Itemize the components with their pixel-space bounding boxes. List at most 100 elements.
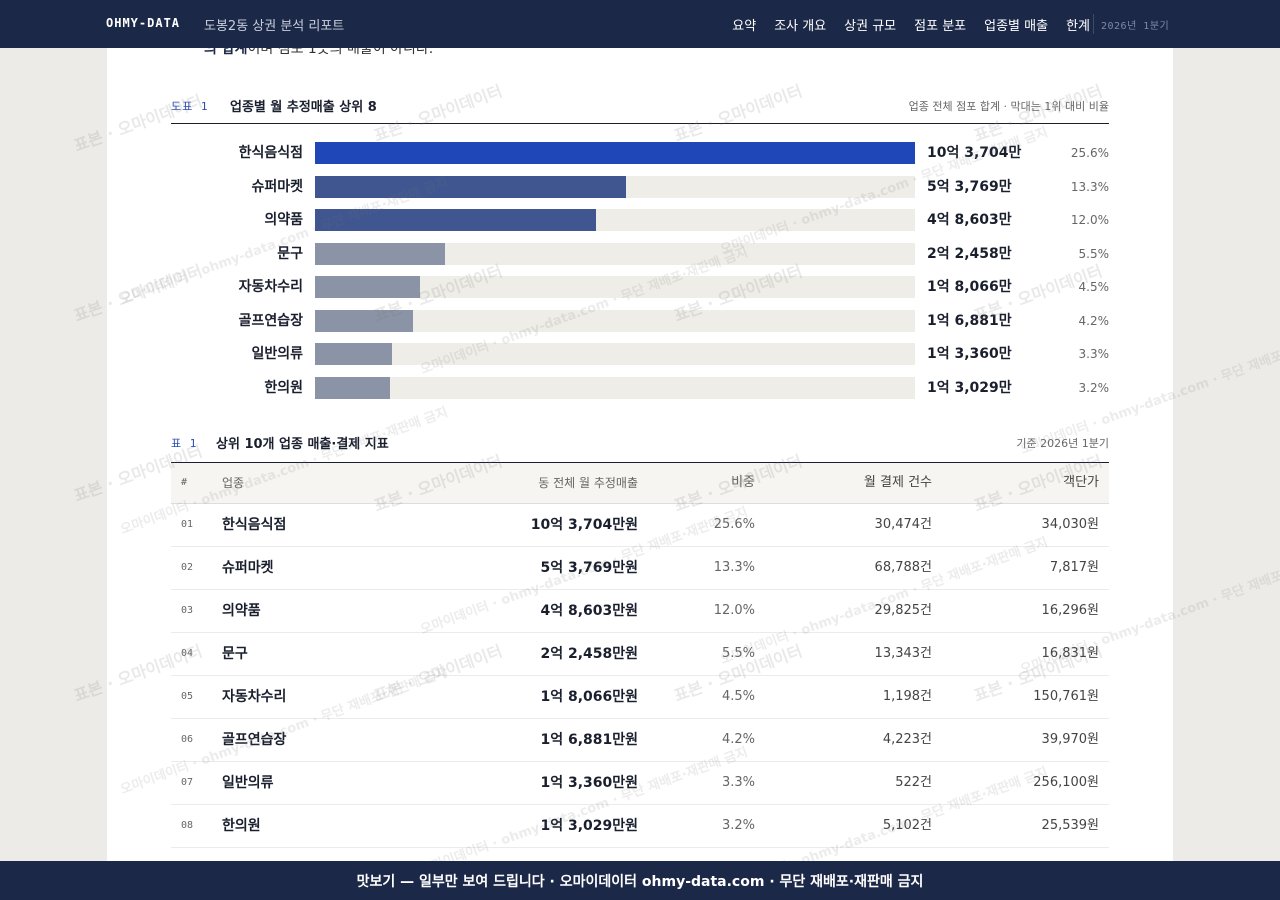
- figure-header: 도표 1 업종별 월 추정매출 상위 8 업종 전체 점포 합계 · 막대는 1…: [171, 96, 1109, 116]
- sales-cell: 2억 2,458만원: [540, 646, 638, 662]
- share-cell: 4.2%: [721, 732, 755, 747]
- nav-link-summary[interactable]: 요약: [732, 18, 757, 34]
- bar-value-label: 4억 8,603만: [927, 212, 1012, 228]
- avg-cell: 39,970원: [1041, 732, 1099, 747]
- avg-cell: 7,817원: [1049, 560, 1099, 575]
- count-cell: 68,788건: [874, 560, 932, 575]
- sales-cell: 1억 3,360만원: [540, 775, 638, 791]
- table-header: 표 1 상위 10개 업종 매출·결제 지표 기준 2026년 1분기: [171, 433, 1109, 453]
- table-row: 05 자동차수리 1억 8,066만원 4.5% 1,198건 150,761원: [171, 676, 1109, 719]
- bar: [315, 276, 420, 298]
- bar-share-label: 3.2%: [1078, 380, 1110, 395]
- bar-row: 골프연습장 1억 6,881만 4.2%: [171, 309, 1110, 332]
- table-row: 01 한식음식점 10억 3,704만원 25.6% 30,474건 34,030원: [171, 504, 1109, 547]
- col-header-share: 비중: [731, 475, 755, 490]
- bar-share-label: 3.3%: [1078, 347, 1110, 361]
- bar-category-label: 골프연습장: [238, 312, 303, 329]
- table-row: 08 한의원 1억 3,029만원 3.2% 5,102건 25,539원: [171, 805, 1109, 848]
- bar-row: 의약품 4억 8,603만 12.0%: [171, 209, 1109, 231]
- avg-cell: 25,539원: [1041, 818, 1099, 833]
- table-row: 04 문구 2억 2,458만원 5.5% 13,343건 16,831원: [171, 633, 1109, 676]
- count-cell: 13,343건: [874, 646, 932, 661]
- bar-row: 한의원 1억 3,029만 3.2%: [171, 376, 1110, 399]
- bar: [315, 343, 393, 365]
- share-cell: 4.5%: [721, 689, 755, 704]
- count-cell: 5,102건: [882, 818, 932, 833]
- col-header-count: 월 결제 건수: [863, 475, 932, 490]
- table-row: 07 일반의류 1억 3,360만원 3.3% 522건 256,100원: [171, 762, 1109, 805]
- bar-share-label: 4.5%: [1078, 280, 1110, 294]
- share-cell: 12.0%: [713, 603, 755, 618]
- period-label: 2026년 1분기: [1101, 21, 1170, 32]
- col-header-rank: #: [181, 477, 188, 488]
- category-cell: 문구: [222, 646, 248, 662]
- figure-tag: 도표 1: [171, 100, 209, 113]
- bar: [315, 209, 597, 231]
- share-cell: 3.3%: [721, 775, 755, 790]
- rank-cell: 07: [181, 777, 194, 788]
- nav-link-limitations[interactable]: 한계: [1066, 18, 1090, 34]
- rank-cell: 03: [181, 605, 194, 616]
- share-cell: 5.5%: [721, 646, 755, 661]
- rank-cell: 01: [181, 519, 194, 530]
- sales-table: # 업종 동 전체 월 추정매출 비중 월 결제 건수 객단가 01 한식음식점 1…: [171, 463, 1109, 848]
- table-body: 01 한식음식점 10억 3,704만원 25.6% 30,474건 34,030원 02 슈…: [171, 504, 1109, 848]
- bar: [315, 309, 413, 332]
- table-row: 02 슈퍼마켓 5억 3,769만원 13.3% 68,788건 7,817원: [171, 547, 1109, 590]
- bar-share-label: 12.0%: [1070, 213, 1109, 227]
- bar-share-label: 4.2%: [1078, 313, 1110, 328]
- category-cell: 자동차수리: [222, 689, 287, 705]
- bar-value-label: 1억 6,881만: [927, 312, 1012, 329]
- bar-track: [315, 142, 915, 164]
- nav-link-store-distribution[interactable]: 점포 분포: [914, 18, 967, 34]
- bar-track: [315, 209, 915, 231]
- count-cell: 4,223건: [882, 732, 932, 747]
- col-header-avg: 객단가: [1063, 475, 1099, 490]
- bar-share-label: 5.5%: [1078, 246, 1110, 261]
- category-cell: 슈퍼마켓: [222, 560, 274, 576]
- nav-link-survey-overview[interactable]: 조사 개요: [774, 18, 827, 34]
- share-cell: 25.6%: [713, 517, 755, 532]
- count-cell: 30,474건: [874, 517, 932, 532]
- category-cell: 의약품: [222, 603, 261, 619]
- avg-cell: 256,100원: [1033, 775, 1099, 790]
- avg-cell: 150,761원: [1033, 689, 1099, 704]
- rank-cell: 06: [181, 734, 194, 745]
- sales-cell: 1억 8,066만원: [540, 689, 638, 705]
- section-nav: 요약 조사 개요 상권 규모 점포 분포 업종별 매출 한계: [732, 0, 1090, 48]
- bar-share-label: 25.6%: [1070, 146, 1109, 160]
- bar-track: [315, 343, 915, 365]
- table-row: 03 의약품 4억 8,603만원 12.0% 29,825건 16,296원: [171, 590, 1109, 633]
- sales-cell: 5억 3,769만원: [540, 560, 638, 576]
- share-cell: 3.2%: [721, 818, 755, 833]
- figure-title: 업종별 월 추정매출 상위 8: [230, 100, 377, 115]
- share-cell: 13.3%: [713, 560, 755, 575]
- category-cell: 골프연습장: [222, 732, 287, 748]
- bar: [315, 242, 445, 265]
- bar-category-label: 문구: [277, 245, 303, 262]
- table-title: 상위 10개 업종 매출·결제 지표: [216, 437, 389, 452]
- table-tag: 표 1: [171, 437, 198, 450]
- nav-link-sales-by-category[interactable]: 업종별 매출: [984, 18, 1049, 34]
- nav-link-market-size[interactable]: 상권 규모: [844, 18, 897, 34]
- preview-banner: 맛보기 — 일부만 보여 드립니다 · 오마이데이터 ohmy-data.com…: [0, 861, 1280, 900]
- top-navigation-bar: OHMY-DATA 도봉2동 상권 분석 리포트 요약 조사 개요 상권 규모 …: [0, 0, 1280, 48]
- bar-category-label: 슈퍼마켓: [251, 178, 303, 195]
- avg-cell: 16,831원: [1041, 646, 1099, 661]
- avg-cell: 34,030원: [1041, 517, 1099, 532]
- report-title: 도봉2동 상권 분석 리포트: [204, 19, 345, 34]
- table-row: 06 골프연습장 1억 6,881만원 4.2% 4,223건 39,970원: [171, 719, 1109, 762]
- bar: [315, 376, 391, 399]
- rank-cell: 08: [181, 820, 194, 831]
- bar-row: 한식음식점 10억 3,704만 25.6%: [171, 142, 1109, 164]
- sales-cell: 4억 8,603만원: [540, 603, 638, 619]
- brand-logo[interactable]: OHMY-DATA: [106, 16, 181, 30]
- category-cell: 한의원: [222, 818, 261, 834]
- bar-value-label: 2억 2,458만: [927, 245, 1012, 262]
- bar-row: 슈퍼마켓 5억 3,769만 13.3%: [171, 175, 1109, 198]
- table-head: # 업종 동 전체 월 추정매출 비중 월 결제 건수 객단가: [171, 463, 1109, 504]
- figure-rule: [171, 123, 1109, 124]
- bar-row: 일반의류 1억 3,360만 3.3%: [171, 343, 1109, 365]
- rank-cell: 02: [181, 562, 194, 573]
- figure-note: 업종 전체 점포 합계 · 막대는 1위 대비 비율: [908, 100, 1109, 113]
